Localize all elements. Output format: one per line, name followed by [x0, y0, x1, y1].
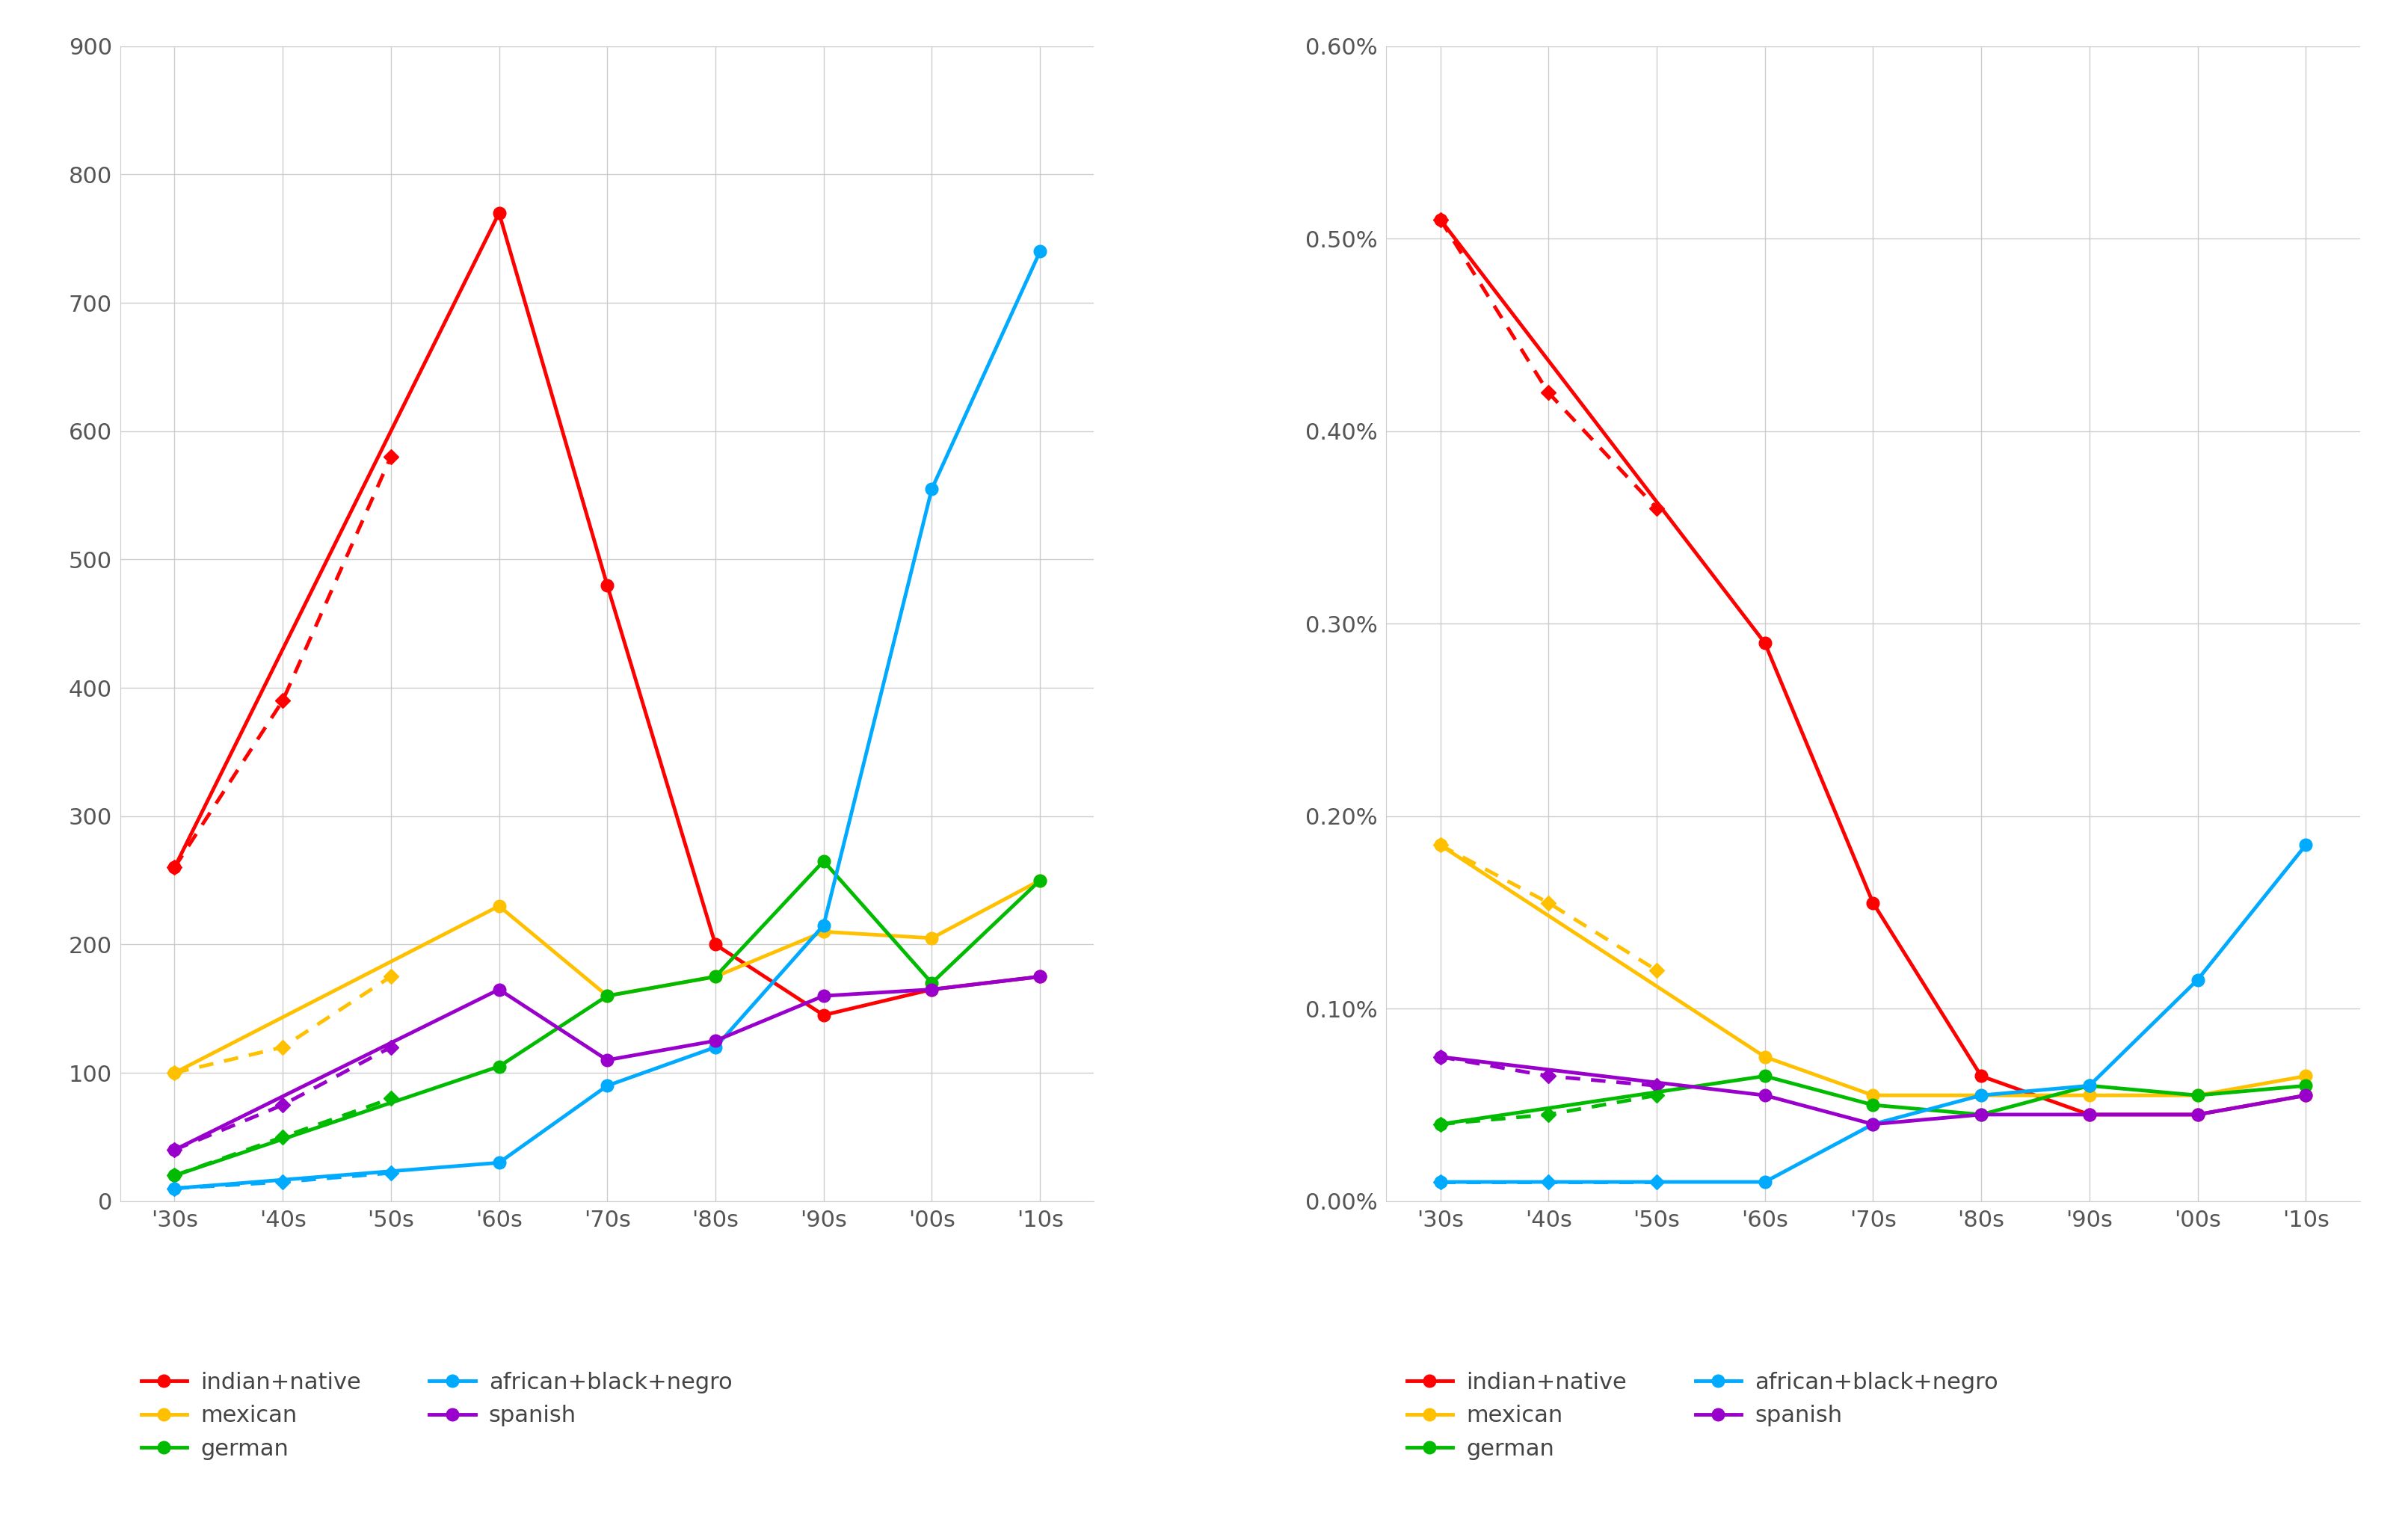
Legend: indian+native, mexican, german, african+black+negro, spanish: indian+native, mexican, german, african+…: [1397, 1363, 2008, 1469]
Legend: indian+native, mexican, german, african+black+negro, spanish: indian+native, mexican, german, african+…: [132, 1363, 742, 1469]
